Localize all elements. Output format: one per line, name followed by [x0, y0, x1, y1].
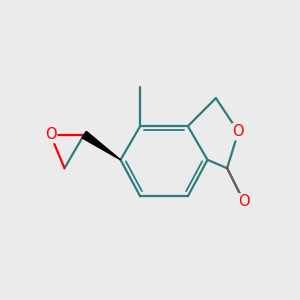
Text: O: O	[238, 194, 250, 209]
Text: O: O	[45, 127, 56, 142]
Polygon shape	[82, 131, 121, 160]
Text: O: O	[232, 124, 244, 139]
